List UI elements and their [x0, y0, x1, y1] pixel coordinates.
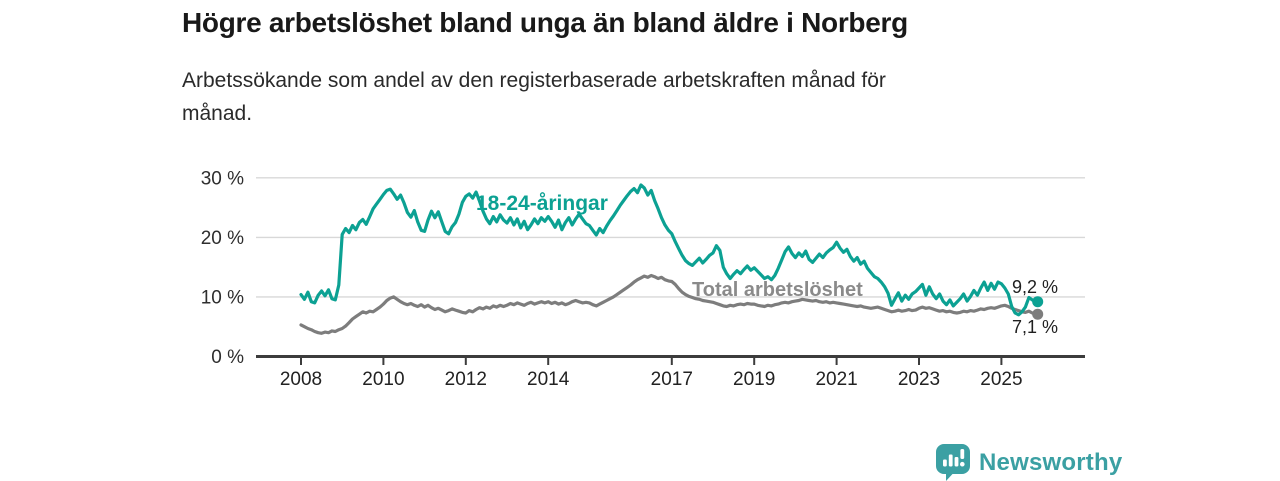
series-end-dot-total [1032, 308, 1044, 320]
x-axis-tick-label: 2025 [980, 369, 1022, 390]
x-axis-tick-label: 2010 [362, 369, 404, 390]
end-value-label-total: 7,1 % [1012, 317, 1059, 337]
newsworthy-logo[interactable]: Newsworthy [936, 444, 1122, 481]
x-axis-tick-label: 2012 [445, 369, 487, 390]
y-axis-tick-label: 20 % [201, 228, 244, 249]
x-axis-tick-label: 2017 [651, 369, 693, 390]
series-label-youth: 18-24-åringar [476, 192, 608, 215]
newsworthy-logo-text: Newsworthy [979, 448, 1123, 476]
y-axis-tick-label: 30 % [201, 168, 244, 189]
y-axis-tick-label: 0 % [211, 347, 244, 368]
y-axis-tick-label: 10 % [201, 287, 244, 308]
series-label-total: Total arbetslöshet [692, 279, 863, 301]
chart-subtitle-line2: månad. [182, 102, 253, 125]
end-value-label-youth: 9,2 % [1012, 277, 1059, 297]
series-line-total [299, 273, 1038, 335]
chart-subtitle-line1: Arbetssökande som andel av den registerb… [182, 69, 886, 92]
x-axis-tick-label: 2008 [280, 369, 322, 390]
x-axis-tick-label: 2014 [527, 369, 570, 390]
x-axis-tick-label: 2021 [815, 369, 857, 390]
series-end-dot-youth [1032, 296, 1044, 308]
chart-title: Högre arbetslöshet bland unga än bland ä… [182, 7, 908, 38]
chart-subtitle: Arbetssökande som andel av den registerb… [182, 64, 886, 130]
newsworthy-logo-icon [936, 444, 970, 481]
x-axis-tick-label: 2019 [733, 369, 775, 390]
series-line-youth [299, 183, 1038, 317]
x-axis-tick-label: 2023 [898, 369, 940, 390]
